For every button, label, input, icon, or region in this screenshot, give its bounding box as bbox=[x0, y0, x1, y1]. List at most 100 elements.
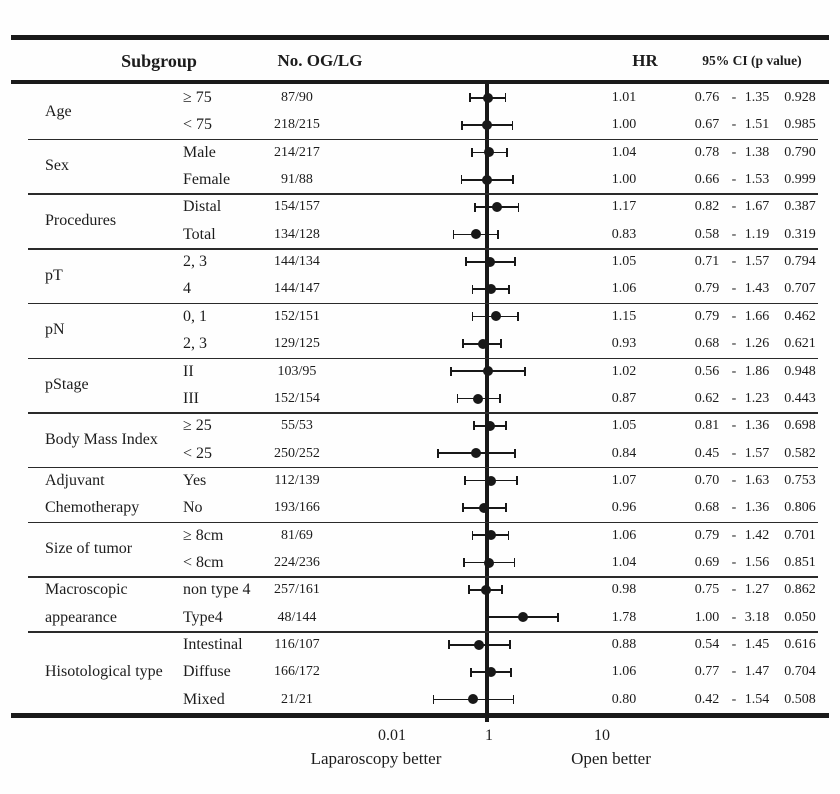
ci-lower-value: 0.68 bbox=[694, 500, 720, 516]
ci-upper-value: 1.45 bbox=[744, 637, 770, 652]
subgroup-level: Mixed bbox=[183, 690, 225, 708]
ci-cap-right bbox=[511, 120, 514, 130]
group-label: Hisotological type bbox=[45, 631, 163, 713]
ci-cap-left bbox=[461, 120, 464, 130]
group-label: pStage bbox=[45, 358, 89, 413]
n-og-lg-value: 257/161 bbox=[274, 582, 320, 598]
hr-value: 1.05 bbox=[611, 254, 637, 270]
p-value: 0.443 bbox=[784, 390, 816, 406]
p-value: 0.999 bbox=[784, 172, 816, 188]
ci-cap-left bbox=[470, 147, 473, 157]
ci-upper-value: 1.27 bbox=[744, 582, 770, 598]
p-value: 0.985 bbox=[784, 117, 816, 133]
ci-cap-left bbox=[470, 667, 472, 677]
subgroup-level: Yes bbox=[183, 471, 207, 489]
group-label-line: Hisotological type bbox=[45, 663, 163, 681]
ci-dash: - bbox=[731, 390, 737, 406]
ci-dash: - bbox=[731, 336, 737, 352]
ci-lower-value: 0.75 bbox=[694, 582, 720, 598]
hr-value: 0.87 bbox=[611, 390, 637, 406]
subgroup-level: < 8cm bbox=[183, 553, 224, 571]
n-og-lg-value: 224/236 bbox=[274, 554, 320, 570]
hr-value: 1.17 bbox=[611, 199, 637, 215]
ci-cap-left bbox=[456, 394, 459, 404]
subgroup-level: ≥ 25 bbox=[183, 417, 212, 435]
ci-lower-value: 0.69 bbox=[694, 554, 720, 570]
n-og-lg-value: 193/166 bbox=[274, 500, 320, 516]
group-separator-line bbox=[28, 412, 818, 414]
col-header-hr: HR bbox=[632, 51, 658, 70]
axis-label-open-better: Open better bbox=[571, 749, 651, 768]
reference-line-hr1 bbox=[485, 84, 489, 722]
ci-cap-left bbox=[452, 229, 455, 239]
ci-upper-value: 1.47 bbox=[744, 664, 770, 680]
hr-dot bbox=[485, 284, 496, 295]
ci-dash: - bbox=[731, 308, 737, 324]
ci-lower-value: 0.68 bbox=[694, 336, 720, 352]
hr-dot bbox=[491, 202, 502, 213]
group-separator-line bbox=[28, 302, 818, 305]
n-og-lg-value: 81/69 bbox=[281, 527, 313, 543]
hr-dot bbox=[479, 502, 490, 513]
hr-value: 0.83 bbox=[611, 226, 637, 242]
ci-upper-value: 1.36 bbox=[744, 500, 770, 516]
ci-upper-value: 1.23 bbox=[744, 390, 770, 406]
ci-cap-right bbox=[506, 147, 508, 157]
ci-cap-right bbox=[509, 640, 511, 650]
table-top-border bbox=[11, 35, 829, 40]
hr-dot bbox=[483, 366, 494, 377]
ci-upper-value: 1.51 bbox=[744, 117, 770, 133]
ci-lower-value: 0.45 bbox=[694, 445, 720, 461]
ci-cap-left bbox=[471, 311, 474, 321]
header-separator-line bbox=[11, 80, 829, 84]
col-header-no-og-lg: No. OG/LG bbox=[277, 51, 363, 70]
hr-dot bbox=[486, 475, 497, 486]
hr-dot bbox=[484, 147, 495, 158]
hr-value: 0.93 bbox=[611, 336, 637, 352]
group-label-line: Body Mass Index bbox=[45, 430, 158, 448]
ci-cap-left bbox=[486, 612, 488, 622]
p-value: 0.862 bbox=[784, 582, 816, 598]
p-value: 0.621 bbox=[784, 336, 816, 352]
ci-lower-value: 0.67 bbox=[694, 117, 720, 133]
hr-dot bbox=[480, 584, 491, 595]
hr-dot bbox=[482, 92, 493, 103]
ci-cap-right bbox=[505, 503, 507, 513]
hr-value: 1.04 bbox=[611, 144, 637, 160]
p-value: 0.319 bbox=[784, 226, 816, 242]
subgroup-level: Diffuse bbox=[183, 663, 231, 681]
hr-dot bbox=[477, 338, 488, 349]
n-og-lg-value: 134/128 bbox=[274, 226, 320, 242]
ci-cap-right bbox=[508, 284, 510, 294]
n-og-lg-value: 166/172 bbox=[274, 664, 320, 680]
ci-cap-left bbox=[462, 503, 465, 513]
p-value: 0.387 bbox=[784, 199, 816, 215]
p-value: 0.753 bbox=[784, 472, 816, 488]
hr-value: 1.15 bbox=[611, 308, 637, 324]
hr-dot bbox=[485, 530, 496, 541]
subgroup-level: Intestinal bbox=[183, 636, 243, 653]
subgroup-level: Male bbox=[183, 143, 216, 161]
ci-cap-left bbox=[471, 284, 474, 294]
p-value: 0.616 bbox=[784, 637, 816, 652]
n-og-lg-value: 55/53 bbox=[281, 418, 313, 434]
ci-cap-right bbox=[498, 394, 501, 404]
p-value: 0.851 bbox=[784, 554, 816, 570]
p-value: 0.794 bbox=[784, 254, 816, 270]
ci-lower-value: 0.76 bbox=[694, 90, 720, 105]
hr-dot bbox=[517, 612, 528, 623]
p-value: 0.582 bbox=[784, 445, 816, 461]
group-label-line: pStage bbox=[45, 376, 89, 394]
ci-cap-left bbox=[469, 93, 471, 103]
ci-cap-right bbox=[512, 694, 515, 704]
ci-cap-right bbox=[512, 175, 515, 185]
ci-lower-value: 0.71 bbox=[694, 254, 720, 270]
ci-cap-left bbox=[463, 558, 465, 568]
hr-value: 1.05 bbox=[611, 418, 637, 434]
group-label: Age bbox=[45, 84, 72, 139]
p-value: 0.701 bbox=[784, 527, 816, 543]
ci-dash: - bbox=[731, 445, 737, 461]
hr-value: 1.00 bbox=[611, 117, 637, 133]
p-value: 0.806 bbox=[784, 500, 816, 516]
hr-value: 1.06 bbox=[611, 527, 637, 543]
